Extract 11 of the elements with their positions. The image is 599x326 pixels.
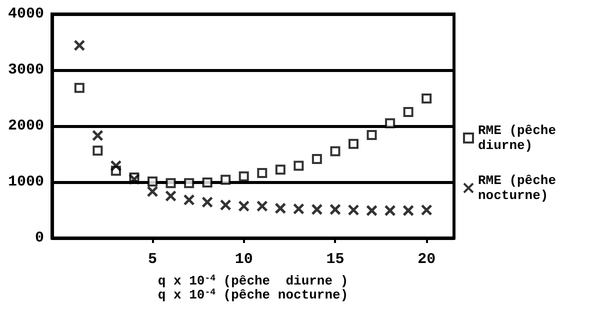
y-tick-label: 4000	[8, 6, 44, 22]
y-tick-label: 3000	[8, 62, 44, 78]
x-tick-label: 5	[148, 251, 158, 268]
y-tick-label: 1000	[8, 174, 44, 190]
y-tick-label: 0	[34, 230, 44, 246]
x-tick-label: 15	[326, 251, 344, 268]
x-tick-label: 20	[418, 251, 436, 268]
y-tick-label: 2000	[8, 118, 44, 134]
legend-label: RME (pêche nocturne)	[478, 173, 564, 203]
legend-label: RME (pêche diurne)	[478, 123, 564, 153]
x-tick-label: 10	[234, 251, 253, 268]
